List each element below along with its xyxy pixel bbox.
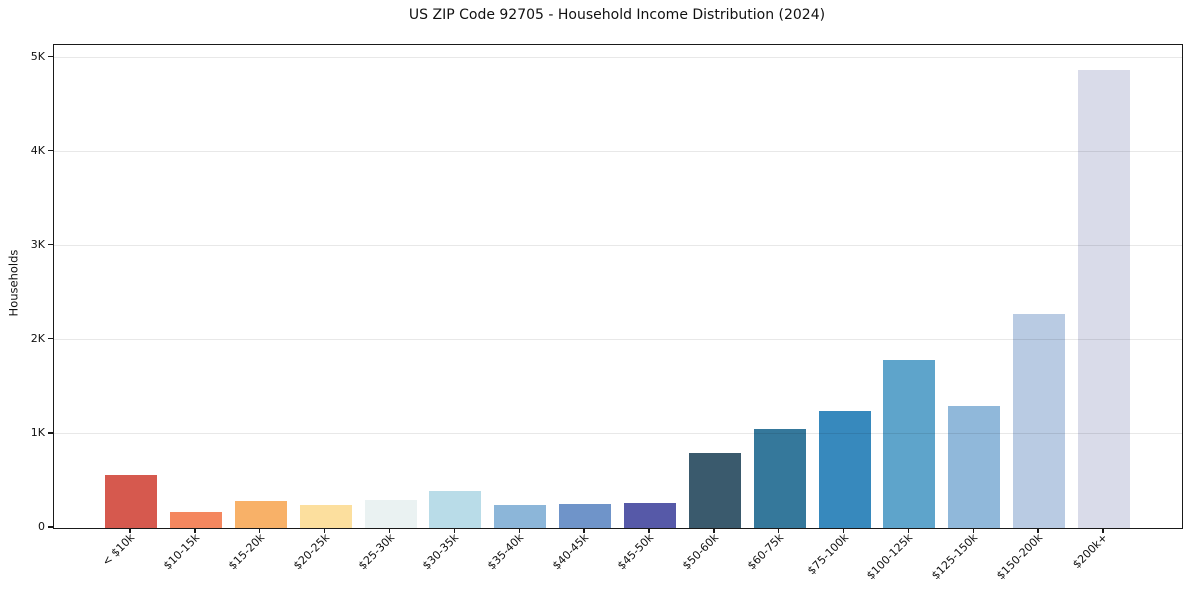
y-tick-mark: [48, 526, 53, 528]
bar-50-60k: [688, 452, 741, 528]
bar-30-35k: [429, 491, 482, 528]
y-tick-label-1K: 1K: [30, 425, 45, 439]
bar-45-50k: [623, 502, 676, 528]
gridline-5K: [54, 56, 1182, 58]
y-tick-mark: [48, 338, 53, 340]
y-tick-mark: [48, 149, 53, 152]
y-tick-mark: [48, 244, 53, 246]
bar-100-125k: [883, 360, 936, 528]
bar-60-75k: [753, 428, 806, 528]
bar-150-200k: [1013, 313, 1066, 528]
bar-40-45k: [559, 504, 612, 528]
x-tick-mark: [388, 528, 391, 533]
x-tick-mark: [972, 528, 975, 533]
x-tick-mark: [323, 528, 326, 533]
bar-25-30k: [364, 499, 417, 528]
bar-10k: [105, 475, 158, 528]
y-tick-label-0: 0: [38, 520, 45, 533]
y-tick-label-5K: 5K: [30, 49, 45, 63]
x-tick-mark: [518, 528, 520, 533]
x-tick-mark: [259, 528, 261, 533]
y-axis-label: Households: [6, 249, 21, 317]
chart-title: US ZIP Code 92705 - Household Income Dis…: [408, 7, 826, 23]
x-tick-label-10k: < $10k: [99, 531, 138, 569]
y-tick-label-2K: 2K: [30, 331, 45, 345]
y-tick-mark: [48, 432, 53, 434]
bar-20-25k: [299, 504, 352, 528]
bar-10-15k: [169, 511, 222, 528]
x-tick-mark: [453, 528, 456, 533]
x-tick-mark: [648, 528, 650, 533]
x-tick-mark: [842, 528, 845, 533]
x-tick-mark: [907, 528, 910, 533]
x-tick-mark: [778, 528, 780, 533]
bar-35-40k: [494, 505, 547, 528]
bar-75-100k: [818, 410, 871, 528]
y-tick-mark: [48, 55, 53, 58]
plot-area: [53, 44, 1183, 529]
x-tick-mark: [583, 528, 585, 533]
x-tick-mark: [194, 528, 196, 533]
bar-125-150k: [948, 405, 1001, 528]
x-tick-mark: [1037, 528, 1039, 533]
y-tick-label-4K: 4K: [30, 143, 45, 157]
gridline-4K: [54, 150, 1182, 152]
y-tick-label-3K: 3K: [30, 237, 45, 251]
x-tick-mark: [713, 528, 715, 533]
gridline-3K: [54, 244, 1182, 246]
bar-200k: [1078, 69, 1131, 528]
x-tick-mark: [1102, 528, 1104, 533]
x-tick-mark: [129, 528, 131, 533]
bar-15-20k: [234, 500, 287, 528]
